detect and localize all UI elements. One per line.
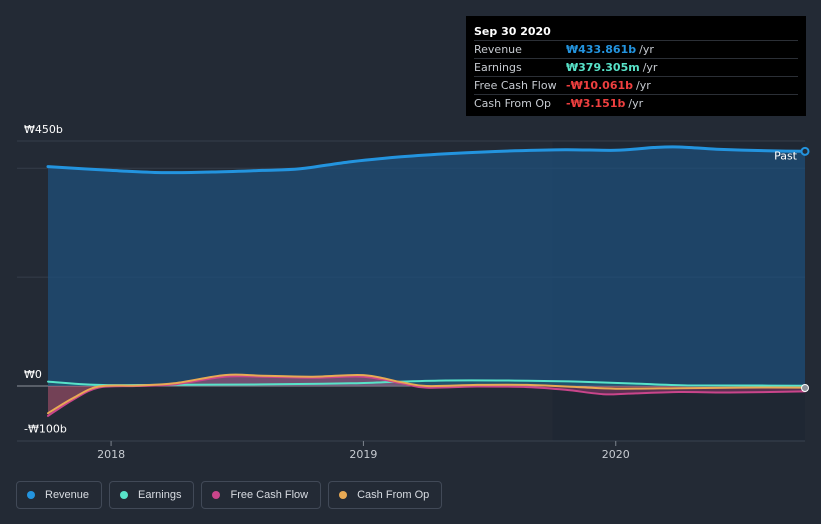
tooltip-value: ₩433.861b bbox=[566, 43, 637, 56]
y-tick-label: -₩100b bbox=[24, 422, 67, 435]
y-tick-label: ₩450b bbox=[24, 123, 63, 136]
x-tick-label: 2018 bbox=[97, 448, 125, 461]
legend-item-free-cash-flow[interactable]: Free Cash Flow bbox=[201, 481, 322, 509]
tooltip-row-free-cash-flow: Free Cash Flow -₩10.061b /yr bbox=[474, 76, 798, 94]
series-line-cash-from-op bbox=[47, 373, 806, 415]
tooltip-unit: /yr bbox=[628, 97, 644, 110]
series-line-revenue bbox=[46, 145, 807, 175]
tooltip-date: Sep 30 2020 bbox=[474, 25, 551, 38]
legend-label: Earnings bbox=[138, 489, 182, 501]
tooltip-unit: /yr bbox=[639, 43, 654, 56]
y-tick-label: ₩0 bbox=[24, 368, 42, 381]
dot-icon bbox=[339, 491, 348, 499]
tooltip-value: ₩379.305m bbox=[566, 61, 640, 74]
tooltip-label: Free Cash Flow bbox=[474, 79, 557, 92]
tooltip-label: Revenue bbox=[474, 43, 522, 56]
legend-label: Free Cash Flow bbox=[230, 489, 309, 501]
tooltip-label: Earnings bbox=[474, 61, 522, 74]
legend-label: Revenue bbox=[45, 489, 90, 501]
tooltip-row-earnings: Earnings ₩379.305m /yr bbox=[474, 58, 798, 76]
legend-item-cash-from-op[interactable]: Cash From Op bbox=[328, 481, 443, 509]
tooltip-value: -₩10.061b bbox=[566, 79, 634, 92]
legend: Revenue Earnings Free Cash Flow Cash Fro… bbox=[16, 481, 443, 509]
legend-label: Cash From Op bbox=[357, 489, 430, 501]
tooltip-row-cash-from-op: Cash From Op -₩3.151b /yr bbox=[474, 94, 798, 112]
x-tick-label: 2019 bbox=[349, 448, 377, 461]
dot-icon bbox=[212, 491, 221, 499]
revenue-end-point bbox=[800, 146, 810, 156]
tooltip-unit: /yr bbox=[636, 79, 651, 92]
tooltip-panel: Sep 30 2020 Revenue ₩433.861b /yr Earnin… bbox=[466, 16, 806, 116]
series-area-revenue bbox=[48, 146, 805, 386]
zero-end-point bbox=[801, 384, 809, 392]
x-tick-label: 2020 bbox=[602, 448, 630, 461]
tooltip-unit: /yr bbox=[642, 61, 658, 74]
past-label: Past bbox=[774, 149, 798, 162]
legend-item-earnings[interactable]: Earnings bbox=[109, 481, 195, 509]
series-area-free-cash-flow bbox=[48, 376, 805, 416]
tooltip-label: Cash From Op bbox=[474, 97, 552, 110]
tooltip-row-revenue: Revenue ₩433.861b /yr bbox=[474, 40, 798, 58]
dot-icon bbox=[27, 491, 35, 499]
tooltip-value: -₩3.151b bbox=[566, 97, 626, 110]
legend-item-revenue[interactable]: Revenue bbox=[16, 481, 103, 509]
dot-icon bbox=[120, 491, 129, 499]
